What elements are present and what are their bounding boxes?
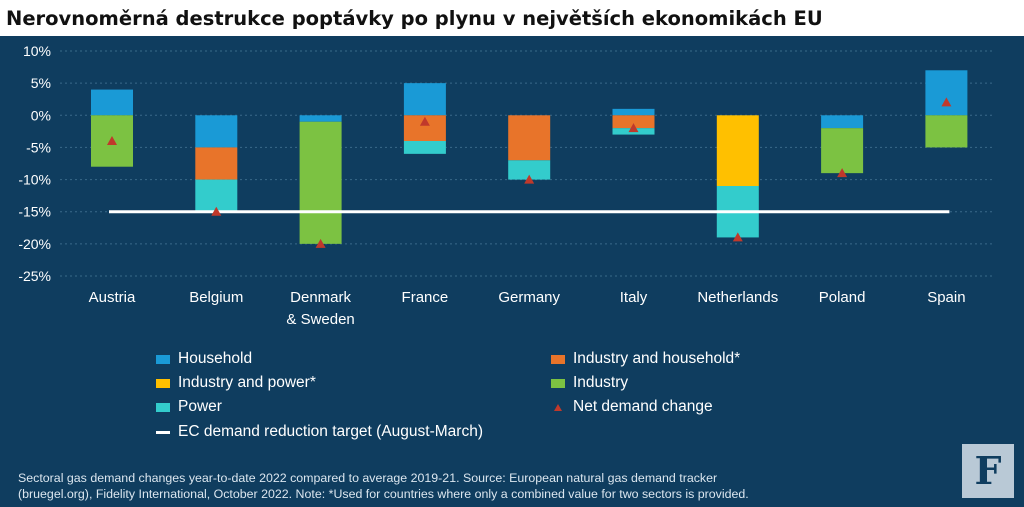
fidelity-logo-icon: F	[962, 444, 1014, 498]
bar-household	[612, 108, 655, 116]
legend-swatch-household	[156, 354, 170, 364]
bar-industry	[925, 115, 968, 148]
chart: 10% 5% 0% -5% -10% -15% -20% -25% Austria Belgium…	[18, 43, 992, 328]
page-title: Nerovnoměrná destrukce poptávky po plynu…	[6, 7, 823, 30]
legend-item-target: EC demand reduction target (August-March…	[156, 422, 483, 442]
x-tick-label: Netherlands	[697, 289, 778, 306]
legend-swatch-industry	[551, 378, 565, 388]
legend-swatch-industry-and-power	[156, 378, 170, 388]
net-demand-marker	[211, 206, 222, 216]
x-tick-label-line: Belgium	[189, 289, 243, 306]
x-tick-label: Poland	[819, 289, 866, 306]
x-tick-label: Germany	[498, 289, 560, 306]
net-demand-marker	[628, 123, 639, 133]
chart-panel: 10% 5% 0% -5% -10% -15% -20% -25% Austria Belgium…	[0, 36, 1024, 507]
bar-industry	[299, 121, 342, 244]
legend-label-target: EC demand reduction target (August-March…	[178, 423, 483, 440]
x-tick-label-line: Italy	[620, 289, 648, 306]
bar-household	[403, 83, 446, 116]
legend-label-net-demand-change: Net demand change	[573, 398, 713, 415]
legend-line-target	[156, 430, 170, 434]
legend-marker-net-demand-change	[554, 403, 562, 411]
footnote-line-2: (bruegel.org), Fidelity International, O…	[18, 487, 749, 501]
y-tick-label: 0%	[31, 107, 51, 123]
legend-label-industry: Industry	[573, 374, 629, 391]
x-tick-label-line: Germany	[498, 289, 560, 306]
legend-label-household: Household	[178, 350, 253, 367]
legend-swatch-power	[156, 402, 170, 412]
x-tick-label: Spain	[927, 289, 965, 306]
x-tick-label-line: Austria	[89, 289, 136, 306]
bar-household	[299, 115, 342, 122]
legend-item-power: Power	[156, 397, 222, 417]
y-tick-label: 5%	[31, 75, 51, 91]
y-tick-label: -10%	[18, 172, 51, 188]
legend-item-industry-and-household: Industry and household*	[551, 349, 740, 369]
x-tick-label-line: Poland	[819, 289, 866, 306]
legend-swatch-industry-and-household	[551, 354, 565, 364]
legend-item-industry: Industry	[551, 373, 628, 393]
y-tick-label: -25%	[18, 268, 51, 284]
bar-household	[195, 115, 238, 148]
net-demand-marker	[524, 174, 535, 184]
x-tick-label-line: Spain	[927, 289, 965, 306]
bar-industry_and_household	[195, 147, 238, 180]
bar-household	[91, 89, 133, 116]
footnote: Sectoral gas demand changes year-to-date…	[18, 470, 938, 502]
x-tick-label-line: France	[402, 289, 449, 306]
net-demand-marker	[315, 238, 326, 248]
bar-power	[403, 141, 446, 154]
y-tick-label: 10%	[23, 43, 51, 59]
x-tick-label-line: & Sweden	[286, 311, 354, 328]
y-tick-label: -15%	[18, 204, 51, 220]
y-tick-label: -5%	[26, 139, 51, 155]
y-tick-label: -20%	[18, 236, 51, 252]
x-tick-label-line: Denmark	[290, 289, 351, 306]
x-tick-label: France	[402, 289, 449, 306]
bar-industry_and_power	[716, 115, 759, 186]
footnote-line-1: Sectoral gas demand changes year-to-date…	[18, 471, 718, 485]
legend-label-industry-and-household: Industry and household*	[573, 350, 741, 367]
x-tick-label: Denmark & Sweden	[286, 289, 354, 328]
legend-item-net-demand-change: Net demand change	[551, 397, 713, 417]
legend-item-household: Household	[156, 349, 252, 369]
x-tick-label: Italy	[620, 289, 648, 306]
legend-label-industry-and-power: Industry and power*	[178, 374, 316, 391]
x-tick-label: Belgium	[189, 289, 243, 306]
net-demand-marker	[837, 168, 848, 178]
bar-household	[925, 70, 968, 116]
bar-power	[195, 179, 238, 212]
net-demand-marker	[941, 97, 952, 107]
x-tick-label-line: Netherlands	[697, 289, 778, 306]
net-demand-marker	[732, 232, 743, 242]
net-demand-marker	[419, 116, 430, 126]
bar-industry_and_household	[508, 115, 551, 161]
logo-glyph: F	[974, 448, 1002, 493]
legend: Household Industry and household* Indust…	[0, 36, 1024, 507]
bar-industry_and_household	[612, 115, 655, 129]
legend-label-power: Power	[178, 398, 222, 415]
net-demand-marker	[107, 136, 117, 145]
bar-power	[508, 160, 551, 180]
bar-household	[821, 115, 864, 129]
bar-industry	[821, 128, 864, 174]
x-tick-label: Austria	[89, 289, 136, 306]
legend-item-industry-and-power: Industry and power*	[156, 373, 316, 393]
